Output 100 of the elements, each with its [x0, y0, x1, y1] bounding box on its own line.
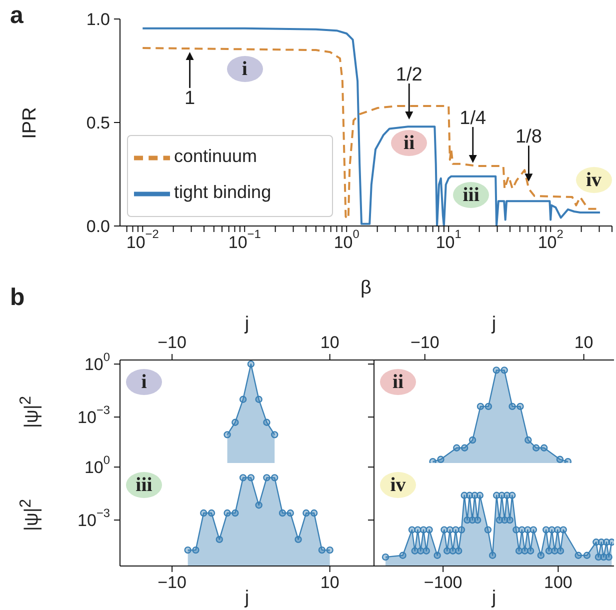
point — [455, 547, 462, 554]
point — [476, 492, 484, 499]
point — [200, 509, 208, 517]
point — [318, 546, 326, 554]
point — [545, 547, 553, 554]
chart-title: b — [10, 284, 25, 311]
point — [420, 526, 428, 534]
point — [476, 402, 484, 410]
point — [184, 546, 192, 554]
x-axis-title: β — [360, 278, 372, 298]
point — [488, 552, 496, 559]
point — [239, 474, 247, 482]
point — [530, 526, 538, 534]
x-tick-label: 10$^{2}$ — [538, 226, 564, 252]
annotation: i — [242, 58, 248, 80]
x-tick-label: −10 — [410, 333, 440, 352]
y-axis-title: IPR — [20, 106, 40, 138]
point — [524, 436, 532, 444]
annotation: 1/2 — [396, 64, 422, 86]
point — [208, 509, 216, 517]
point — [278, 509, 286, 517]
point — [263, 474, 270, 482]
point — [302, 509, 310, 517]
legend-label: tight binding — [174, 182, 272, 202]
point — [532, 444, 540, 452]
point — [426, 526, 433, 534]
point — [516, 402, 524, 410]
point — [239, 396, 247, 403]
x-axis-title: j — [492, 314, 496, 334]
point — [512, 526, 520, 534]
point — [560, 526, 567, 534]
point — [540, 444, 548, 452]
point — [468, 436, 476, 444]
y-tick-label: 10$^{0}$ — [84, 350, 110, 374]
y-tick-label: 10$^{−3}$ — [78, 403, 110, 427]
x-axis-title: j — [492, 588, 496, 608]
annotation: ii — [404, 132, 415, 154]
point — [255, 502, 262, 509]
point — [422, 547, 430, 554]
point — [526, 547, 534, 554]
point — [440, 526, 448, 534]
point — [399, 552, 406, 559]
point — [434, 552, 441, 559]
annotation: i — [141, 371, 147, 393]
point — [271, 474, 278, 482]
point — [216, 536, 223, 544]
y-tick-label: 10$^{0}$ — [84, 453, 110, 477]
point — [608, 538, 614, 546]
point — [515, 547, 523, 554]
point — [583, 552, 591, 559]
annotation: 1 — [184, 88, 196, 109]
y-tick-label: 1.0 — [86, 10, 110, 28]
point — [492, 366, 500, 374]
point — [506, 516, 514, 524]
point — [414, 526, 422, 534]
x-tick-label: 10$^{1}$ — [436, 226, 462, 252]
point — [453, 444, 460, 452]
y-tick-label: 0.5 — [86, 113, 110, 132]
x-tick-label: 10 — [320, 573, 340, 592]
point — [255, 396, 262, 403]
x-tick-label: −10 — [158, 333, 186, 352]
point — [518, 526, 526, 534]
point — [294, 536, 302, 544]
point — [224, 509, 231, 517]
point — [508, 492, 516, 499]
point — [232, 418, 239, 426]
point — [542, 526, 550, 534]
y-tick-label: 10$^{−3}$ — [78, 506, 110, 530]
point — [484, 526, 492, 534]
x-axis-title: j — [244, 314, 250, 334]
point — [437, 456, 444, 463]
point — [537, 552, 545, 559]
point — [554, 526, 562, 534]
x-tick-label: 100 — [544, 573, 572, 592]
point — [605, 553, 612, 561]
point — [382, 553, 390, 561]
annotation: iii — [462, 184, 480, 206]
annotation: iv — [390, 474, 406, 496]
point — [446, 526, 454, 534]
point — [460, 444, 468, 452]
point — [192, 546, 200, 554]
x-tick-label: 10$^{0}$ — [334, 226, 360, 252]
point — [310, 509, 318, 517]
y-tick-label: 0.0 — [86, 216, 110, 236]
x-tick-label: 10 — [320, 333, 340, 352]
annotation: iii — [136, 474, 152, 496]
point — [326, 546, 334, 554]
annotation: 1/8 — [515, 126, 542, 148]
point — [474, 516, 482, 524]
point — [271, 431, 278, 438]
x-tick-label: 10$^{−2}$ — [126, 226, 160, 252]
annotation: iv — [586, 169, 602, 192]
point — [443, 547, 451, 554]
point — [484, 402, 492, 410]
point — [232, 509, 239, 517]
point — [556, 456, 564, 463]
point — [548, 526, 556, 534]
point — [417, 547, 424, 554]
x-tick-label: −100 — [424, 573, 462, 592]
point — [224, 431, 231, 438]
